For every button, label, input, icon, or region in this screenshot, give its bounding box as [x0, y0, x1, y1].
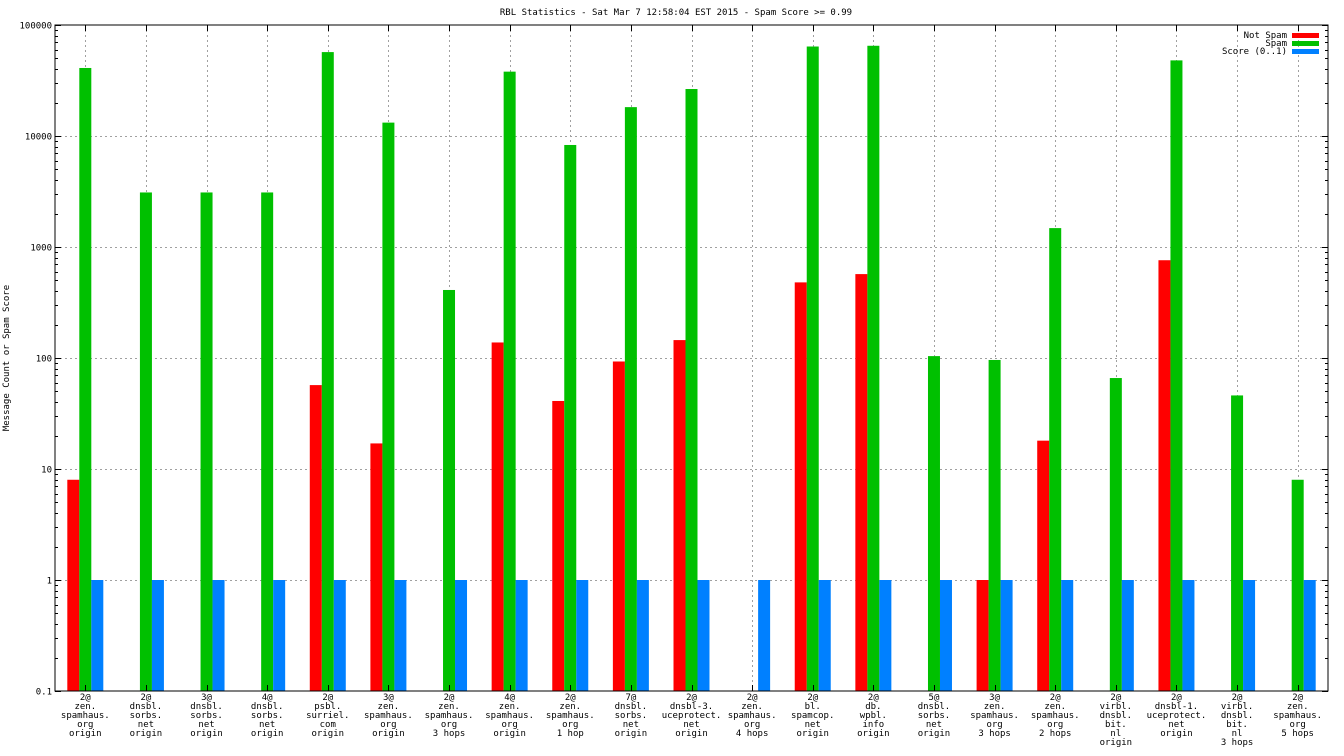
x-tick-label: 2@ zen. spamhaus. org 3 hops: [425, 693, 474, 739]
bar-spam: [927, 356, 940, 691]
x-tick-label: 2@ dnsbl-1. uceprotect. net origin: [1147, 693, 1207, 739]
bar-not-spam: [1158, 260, 1171, 691]
x-tick-label: 2@ zen. spamhaus. org 1 hop: [546, 693, 595, 739]
bar-spam: [139, 192, 152, 691]
y-tick-label: 0.1: [36, 688, 52, 698]
bar-not-spam: [794, 282, 807, 691]
x-axis-category-labels: 2@ zen. spamhaus. org origin 2@ dnsbl. sorbs. ne…: [61, 693, 1322, 748]
bar-spam: [806, 46, 819, 691]
bar-not-spam: [67, 479, 80, 691]
bar-spam: [564, 144, 577, 692]
x-tick-label: 2@ zen. spamhaus. org 2 hops: [1031, 693, 1080, 739]
y-tick-label: 10000: [25, 133, 52, 143]
bar-score-0-1: [818, 580, 831, 691]
bar-score-0-1: [576, 580, 589, 691]
bar-score-0-1: [758, 580, 771, 691]
bar-score-0-1: [515, 580, 528, 691]
bar-score-0-1: [91, 580, 104, 691]
bar-spam: [261, 192, 274, 691]
x-tick-label: 5@ dnsbl. sorbs. net origin: [918, 693, 951, 739]
bar-score-0-1: [697, 580, 710, 691]
bar-not-spam: [612, 361, 625, 691]
bar-score-0-1: [939, 580, 952, 691]
x-tick-label: 2@ virbl. dnsbl. bit. nl origin: [1100, 693, 1133, 748]
bar-not-spam: [491, 342, 504, 691]
x-tick-label: 3@ dnsbl. sorbs. net origin: [190, 693, 223, 739]
x-tick-label: 2@ zen. spamhaus. org 4 hops: [728, 693, 777, 739]
bar-spam: [685, 89, 698, 691]
x-tick-label: 7@ dnsbl. sorbs. net origin: [615, 693, 648, 739]
bar-spam: [79, 67, 92, 691]
legend-label: Spam: [1265, 39, 1287, 49]
bar-spam: [1170, 60, 1183, 692]
x-tick-label: 2@ db. wpbl. info origin: [857, 693, 890, 739]
x-tick-label: 3@ zen. spamhaus. org origin: [364, 693, 413, 739]
x-tick-label: 2@ zen. spamhaus. org 5 hops: [1273, 693, 1322, 739]
bar-score-0-1: [151, 580, 164, 691]
bar-not-spam: [370, 443, 383, 691]
bar-score-0-1: [1121, 580, 1134, 691]
y-axis-label: Message Count or Spam Score: [2, 285, 12, 431]
bar-score-0-1: [636, 580, 649, 691]
legend-swatch: [1292, 49, 1319, 54]
y-tick-label: 100: [36, 355, 52, 365]
x-tick-label: 2@ zen. spamhaus. org origin: [61, 693, 110, 739]
bar-not-spam: [976, 580, 989, 691]
bar-spam: [443, 289, 456, 691]
bar-spam: [200, 192, 213, 691]
bar-score-0-1: [455, 580, 468, 691]
x-tick-label: 2@ psbl. surriel. com origin: [306, 693, 349, 739]
bars: [67, 45, 1316, 692]
x-tick-label: 4@ zen. spamhaus. org origin: [485, 693, 534, 739]
bar-spam: [988, 359, 1001, 691]
bar-not-spam: [673, 340, 686, 691]
x-tick-label: 2@ dnsbl. sorbs. net origin: [130, 693, 163, 739]
x-tick-label: 2@ bl. spamcop. net origin: [791, 693, 834, 739]
y-tick-label: 1: [47, 577, 52, 587]
x-tick-label: 4@ dnsbl. sorbs. net origin: [251, 693, 284, 739]
legend-swatch: [1292, 33, 1319, 38]
chart-title: RBL Statistics - Sat Mar 7 12:58:04 EST …: [500, 8, 852, 18]
bar-score-0-1: [273, 580, 286, 691]
bar-score-0-1: [1243, 580, 1256, 691]
bar-spam: [624, 107, 637, 691]
y-tick-label: 1000: [30, 244, 52, 254]
bar-spam: [1291, 479, 1304, 691]
x-tick-label: 3@ zen. spamhaus. org 3 hops: [970, 693, 1019, 739]
bar-score-0-1: [1303, 580, 1316, 691]
bar-spam: [1231, 395, 1244, 691]
bar-spam: [1109, 378, 1122, 691]
bar-spam: [321, 52, 334, 691]
legend-swatch: [1292, 41, 1319, 46]
y-tick-label: 10: [41, 466, 52, 476]
bar-score-0-1: [1000, 580, 1013, 691]
bar-spam: [867, 45, 880, 692]
bar-spam: [503, 71, 516, 691]
bar-score-0-1: [879, 580, 892, 691]
bar-score-0-1: [212, 580, 225, 691]
x-tick-label: 2@ dnsbl-3. uceprotect. net origin: [662, 693, 722, 739]
legend-label: Not Spam: [1244, 31, 1287, 41]
bar-score-0-1: [333, 580, 346, 691]
bar-score-0-1: [1182, 580, 1195, 691]
bar-not-spam: [1037, 440, 1050, 691]
bar-spam: [382, 122, 395, 692]
bar-not-spam: [309, 385, 322, 691]
x-tick-label: 2@ virbl. dnsbl. bit. nl 3 hops: [1221, 693, 1254, 748]
legend-label: Score (0..1): [1222, 47, 1287, 57]
y-axis-ticks: 0.1 1 10 100 1000 10000 100000: [19, 22, 1328, 698]
bar-score-0-1: [394, 580, 407, 691]
bar-score-0-1: [1061, 580, 1074, 691]
bar-spam: [1049, 228, 1062, 691]
bar-not-spam: [552, 400, 565, 691]
y-tick-label: 100000: [19, 22, 52, 32]
bar-not-spam: [855, 274, 868, 691]
